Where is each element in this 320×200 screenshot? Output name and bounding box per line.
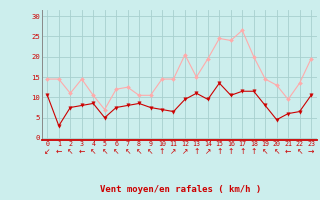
Text: ↖: ↖ — [147, 147, 154, 156]
Text: ↑: ↑ — [159, 147, 165, 156]
Text: →: → — [308, 147, 314, 156]
Text: ↖: ↖ — [274, 147, 280, 156]
Text: ↑: ↑ — [216, 147, 222, 156]
Text: ↑: ↑ — [251, 147, 257, 156]
Text: ↗: ↗ — [205, 147, 211, 156]
Text: ↗: ↗ — [170, 147, 177, 156]
Text: ↖: ↖ — [90, 147, 96, 156]
Text: ←: ← — [56, 147, 62, 156]
Text: ↖: ↖ — [296, 147, 303, 156]
Text: ↖: ↖ — [262, 147, 268, 156]
Text: ↖: ↖ — [101, 147, 108, 156]
Text: ↙: ↙ — [44, 147, 51, 156]
Text: ↑: ↑ — [239, 147, 245, 156]
Text: ↑: ↑ — [228, 147, 234, 156]
Text: ←: ← — [285, 147, 291, 156]
Text: ↖: ↖ — [113, 147, 119, 156]
Text: ↖: ↖ — [67, 147, 74, 156]
Text: Vent moyen/en rafales ( km/h ): Vent moyen/en rafales ( km/h ) — [100, 185, 261, 194]
Text: ↗: ↗ — [182, 147, 188, 156]
Text: ↑: ↑ — [193, 147, 200, 156]
Text: ←: ← — [78, 147, 85, 156]
Text: ↖: ↖ — [136, 147, 142, 156]
Text: ↖: ↖ — [124, 147, 131, 156]
